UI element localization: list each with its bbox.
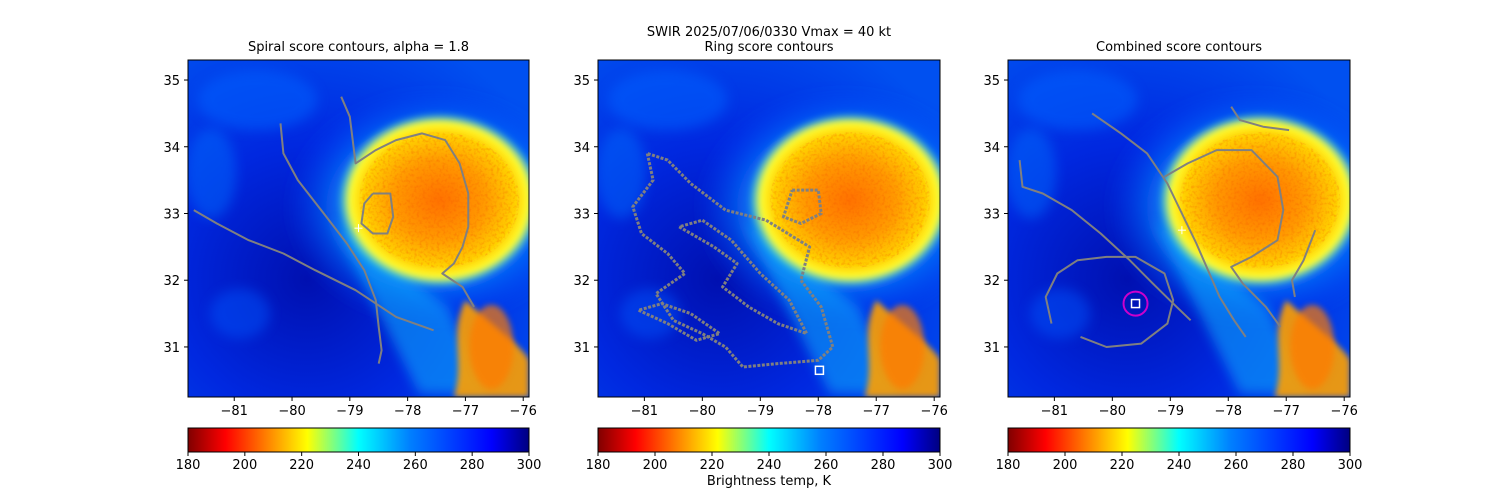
y-tick-label: 32 bbox=[983, 274, 1000, 289]
colorbar-tick-label: 280 bbox=[871, 458, 896, 473]
x-tick-label: −79 bbox=[1157, 404, 1184, 419]
colorbar-tick-label: 220 bbox=[700, 458, 725, 473]
contour-line-2 bbox=[193, 209, 434, 332]
contour-lines bbox=[1018, 106, 1317, 348]
axes-frame bbox=[187, 59, 530, 398]
x-tick-label: −79 bbox=[747, 404, 774, 419]
brightness-image bbox=[188, 60, 529, 397]
contour-line-6 bbox=[1044, 255, 1175, 348]
y-tick-label: 31 bbox=[573, 341, 590, 356]
y-tick-label: 32 bbox=[573, 274, 590, 289]
x-tick-label: −76 bbox=[920, 404, 947, 419]
panel-title: Spiral score contours, alpha = 1.8 bbox=[248, 40, 469, 55]
colorbar-gradient bbox=[187, 427, 530, 453]
contour-line-2 bbox=[678, 218, 809, 336]
colorbar-tick-label: 240 bbox=[346, 458, 371, 473]
colorbar: 180 200 220 240 260 280 300 bbox=[586, 427, 953, 473]
contour-line-3 bbox=[1230, 106, 1290, 132]
colorbar-tick-label: 180 bbox=[176, 458, 201, 473]
x-tick-label: −76 bbox=[1330, 404, 1357, 419]
contour-line-1 bbox=[279, 123, 383, 364]
x-tick-label: −79 bbox=[336, 404, 363, 419]
center-square-marker bbox=[1130, 298, 1141, 309]
colorbar-tick-label: 200 bbox=[643, 458, 668, 473]
colorbar-tick-label: 300 bbox=[1338, 458, 1363, 473]
x-tick-label: −77 bbox=[863, 404, 890, 419]
colorbar-tick-label: 200 bbox=[1053, 458, 1078, 473]
panel-title: Ring score contours bbox=[704, 40, 833, 55]
colorbar: 180 200 220 240 260 280 300 bbox=[996, 427, 1363, 473]
x-tick-label: −80 bbox=[1099, 404, 1126, 419]
colorbar-tick-label: 300 bbox=[517, 458, 542, 473]
x-tick-label: −77 bbox=[452, 404, 479, 419]
y-tick-label: 33 bbox=[573, 207, 590, 222]
panels: Spiral score contours, alpha = 1.8 −81 −80… bbox=[163, 40, 1363, 473]
colorbar-tick-label: 260 bbox=[814, 458, 839, 473]
colorbar: 180 200 220 240 260 280 300 bbox=[176, 427, 542, 473]
colorbar-tick-label: 240 bbox=[1167, 458, 1192, 473]
contour-line-3 bbox=[782, 188, 823, 225]
y-tick-label: 35 bbox=[573, 74, 590, 89]
x-tick-label: −81 bbox=[631, 404, 658, 419]
y-tick-label: 33 bbox=[163, 207, 180, 222]
y-tick-label: 35 bbox=[983, 74, 1000, 89]
contour-line-1 bbox=[631, 151, 835, 369]
x-tick-label: −78 bbox=[805, 404, 832, 419]
x-tick-label: −77 bbox=[1273, 404, 1300, 419]
center-circle-marker bbox=[1122, 290, 1149, 317]
best-track-plus-marker bbox=[1177, 226, 1186, 235]
colorbar-tick-label: 220 bbox=[289, 458, 314, 473]
panel-1: Spiral score contours, alpha = 1.8 −81 −80… bbox=[163, 40, 542, 473]
axes-frame bbox=[1007, 59, 1351, 398]
best-track-plus-marker bbox=[354, 224, 363, 233]
x-tick-label: −76 bbox=[510, 404, 537, 419]
center-square-marker bbox=[814, 365, 825, 376]
x-tick-label: −78 bbox=[1215, 404, 1242, 419]
y-tick-label: 34 bbox=[163, 141, 180, 156]
colorbar-tick-label: 280 bbox=[1281, 458, 1306, 473]
y-tick-label: 34 bbox=[573, 141, 590, 156]
colorbar-gradient bbox=[1007, 427, 1351, 453]
colorbar-tick-label: 260 bbox=[403, 458, 428, 473]
x-tick-label: −81 bbox=[1041, 404, 1068, 419]
contour-line-4 bbox=[637, 302, 722, 342]
brightness-image bbox=[598, 60, 940, 397]
y-tick-label: 34 bbox=[983, 141, 1000, 156]
colorbar-tick-label: 200 bbox=[232, 458, 257, 473]
colorbar-tick-label: 220 bbox=[1110, 458, 1135, 473]
contour-line-4 bbox=[1163, 149, 1285, 328]
x-tick-label: −80 bbox=[689, 404, 716, 419]
contour-lines bbox=[193, 96, 475, 364]
colorbar-tick-label: 240 bbox=[757, 458, 782, 473]
brightness-image bbox=[1008, 60, 1350, 397]
panel-2: Ring score contours −81 −80 −79 −78 −77 −76 31 3… bbox=[573, 40, 953, 473]
axes-frame bbox=[597, 59, 941, 398]
contour-line-3 bbox=[340, 96, 475, 308]
figure-suptitle: SWIR 2025/07/06/0330 Vmax = 40 kt bbox=[647, 25, 891, 40]
x-tick-label: −78 bbox=[394, 404, 421, 419]
contour-lines bbox=[631, 151, 835, 369]
colorbar-label: Brightness temp, K bbox=[707, 474, 832, 489]
colorbar-gradient bbox=[597, 427, 941, 453]
contour-line-4 bbox=[360, 192, 395, 235]
panel-title: Combined score contours bbox=[1096, 40, 1262, 55]
y-tick-label: 35 bbox=[163, 74, 180, 89]
contour-line-1 bbox=[1091, 112, 1247, 338]
y-tick-label: 31 bbox=[983, 341, 1000, 356]
x-tick-label: −80 bbox=[278, 404, 305, 419]
y-tick-label: 31 bbox=[163, 341, 180, 356]
colorbar-tick-label: 260 bbox=[1224, 458, 1249, 473]
y-tick-label: 33 bbox=[983, 207, 1000, 222]
contour-line-2 bbox=[1018, 159, 1192, 322]
colorbar-tick-label: 280 bbox=[460, 458, 485, 473]
panel-3: Combined score contours −81 −80 −79 −78 −77 −7… bbox=[983, 40, 1363, 473]
y-tick-label: 32 bbox=[163, 274, 180, 289]
colorbar-tick-label: 180 bbox=[586, 458, 611, 473]
colorbar-tick-label: 180 bbox=[996, 458, 1021, 473]
contour-line-5 bbox=[1291, 229, 1317, 298]
colorbar-tick-label: 300 bbox=[928, 458, 953, 473]
x-tick-label: −81 bbox=[221, 404, 248, 419]
